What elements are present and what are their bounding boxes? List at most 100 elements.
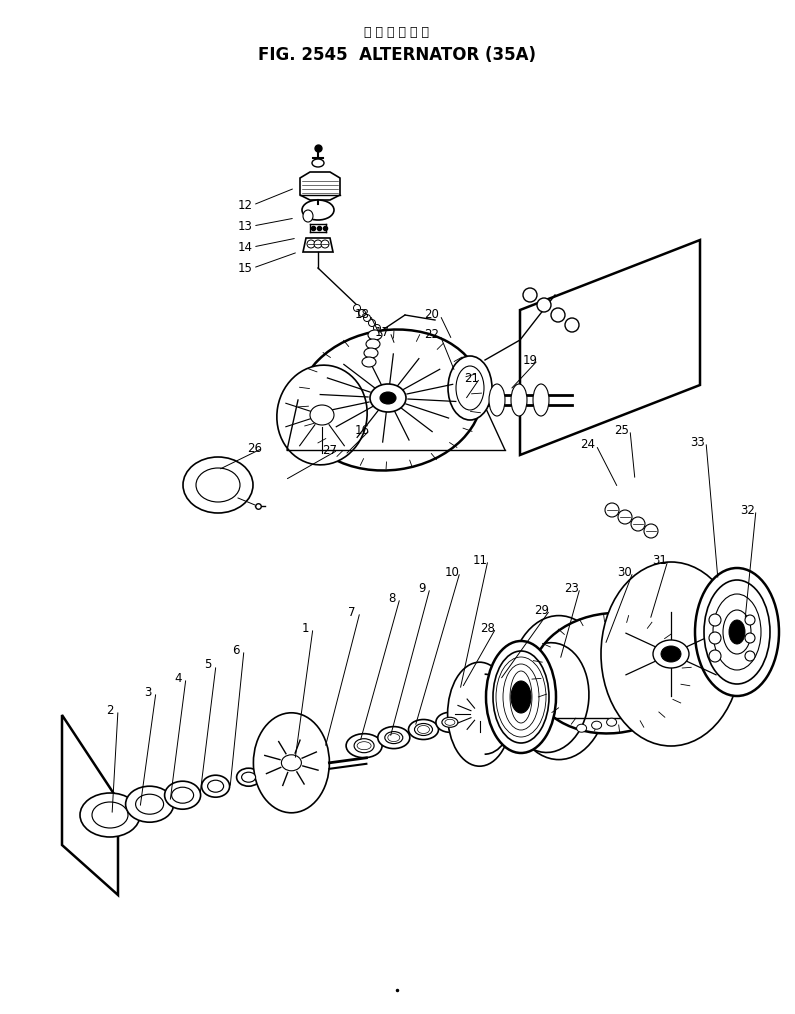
Ellipse shape <box>723 610 751 654</box>
Ellipse shape <box>237 769 261 786</box>
Ellipse shape <box>653 640 689 668</box>
Ellipse shape <box>511 384 527 416</box>
Ellipse shape <box>448 356 492 420</box>
Ellipse shape <box>414 724 432 735</box>
Ellipse shape <box>551 308 565 322</box>
Ellipse shape <box>442 717 458 727</box>
Ellipse shape <box>644 524 658 538</box>
Text: 32: 32 <box>741 504 755 516</box>
Text: 23: 23 <box>564 581 580 594</box>
Ellipse shape <box>618 510 632 524</box>
Ellipse shape <box>729 620 745 644</box>
Ellipse shape <box>136 794 164 814</box>
Text: 7: 7 <box>348 605 355 619</box>
Ellipse shape <box>523 288 537 302</box>
Text: 5: 5 <box>204 658 211 671</box>
Ellipse shape <box>374 324 381 332</box>
Text: FIG. 2545  ALTERNATOR (35A): FIG. 2545 ALTERNATOR (35A) <box>258 46 536 64</box>
Text: 19: 19 <box>522 354 537 366</box>
Ellipse shape <box>417 725 429 733</box>
Text: 20: 20 <box>425 308 440 321</box>
Ellipse shape <box>661 646 681 662</box>
Ellipse shape <box>165 781 200 809</box>
Ellipse shape <box>493 651 549 743</box>
Ellipse shape <box>207 780 223 792</box>
Text: 1: 1 <box>301 622 308 635</box>
Text: 14: 14 <box>238 240 253 254</box>
Ellipse shape <box>359 309 366 316</box>
Ellipse shape <box>363 314 370 321</box>
Ellipse shape <box>92 802 128 828</box>
Ellipse shape <box>565 318 579 332</box>
Ellipse shape <box>310 405 334 425</box>
Ellipse shape <box>511 681 531 713</box>
Ellipse shape <box>378 727 409 748</box>
Ellipse shape <box>346 734 382 757</box>
Text: 11: 11 <box>472 554 487 567</box>
Ellipse shape <box>436 712 464 732</box>
Ellipse shape <box>254 713 329 813</box>
Text: 13: 13 <box>238 219 253 232</box>
Ellipse shape <box>489 384 505 416</box>
Text: 28: 28 <box>480 622 495 635</box>
Ellipse shape <box>302 200 334 220</box>
Ellipse shape <box>314 240 322 248</box>
Ellipse shape <box>695 568 779 696</box>
Text: 27: 27 <box>323 443 338 456</box>
Ellipse shape <box>202 775 230 797</box>
Ellipse shape <box>385 731 403 743</box>
Ellipse shape <box>303 210 313 222</box>
Ellipse shape <box>591 721 602 729</box>
Ellipse shape <box>354 304 360 311</box>
Text: 25: 25 <box>615 424 630 436</box>
Text: 3: 3 <box>145 685 152 699</box>
Text: 12: 12 <box>238 199 253 212</box>
Text: 33: 33 <box>691 435 705 448</box>
Ellipse shape <box>388 733 400 741</box>
Text: 24: 24 <box>580 438 595 451</box>
Ellipse shape <box>445 719 455 725</box>
Text: 10: 10 <box>444 566 460 579</box>
Ellipse shape <box>713 594 761 670</box>
Ellipse shape <box>242 773 256 782</box>
Ellipse shape <box>745 615 755 625</box>
Ellipse shape <box>80 793 140 837</box>
Ellipse shape <box>601 562 741 746</box>
Text: 18: 18 <box>355 308 370 321</box>
Ellipse shape <box>576 724 587 732</box>
Text: 21: 21 <box>464 371 479 384</box>
Text: 6: 6 <box>232 644 240 656</box>
Ellipse shape <box>605 503 619 517</box>
Ellipse shape <box>380 392 396 404</box>
Ellipse shape <box>709 632 721 644</box>
Ellipse shape <box>364 348 378 358</box>
Ellipse shape <box>321 240 329 248</box>
Ellipse shape <box>354 739 374 752</box>
Text: 9: 9 <box>418 581 426 594</box>
Text: 22: 22 <box>425 329 440 342</box>
Text: 31: 31 <box>653 554 668 567</box>
Ellipse shape <box>369 319 375 327</box>
Ellipse shape <box>745 633 755 643</box>
Ellipse shape <box>537 298 551 312</box>
Ellipse shape <box>709 650 721 662</box>
Ellipse shape <box>448 662 512 767</box>
Ellipse shape <box>298 330 482 470</box>
Ellipse shape <box>126 786 173 822</box>
Text: 2: 2 <box>107 704 114 717</box>
Ellipse shape <box>370 384 406 412</box>
Ellipse shape <box>745 651 755 661</box>
Text: 26: 26 <box>247 441 262 454</box>
Ellipse shape <box>281 754 301 771</box>
Ellipse shape <box>509 615 609 759</box>
Ellipse shape <box>366 339 380 349</box>
Ellipse shape <box>704 580 770 684</box>
Text: オ ル タ ネ ー タ: オ ル タ ネ ー タ <box>364 25 429 39</box>
Ellipse shape <box>607 718 617 726</box>
Ellipse shape <box>362 357 376 367</box>
Polygon shape <box>300 172 340 200</box>
Ellipse shape <box>183 457 253 513</box>
Ellipse shape <box>631 517 645 531</box>
Ellipse shape <box>277 365 367 464</box>
Ellipse shape <box>312 159 324 167</box>
